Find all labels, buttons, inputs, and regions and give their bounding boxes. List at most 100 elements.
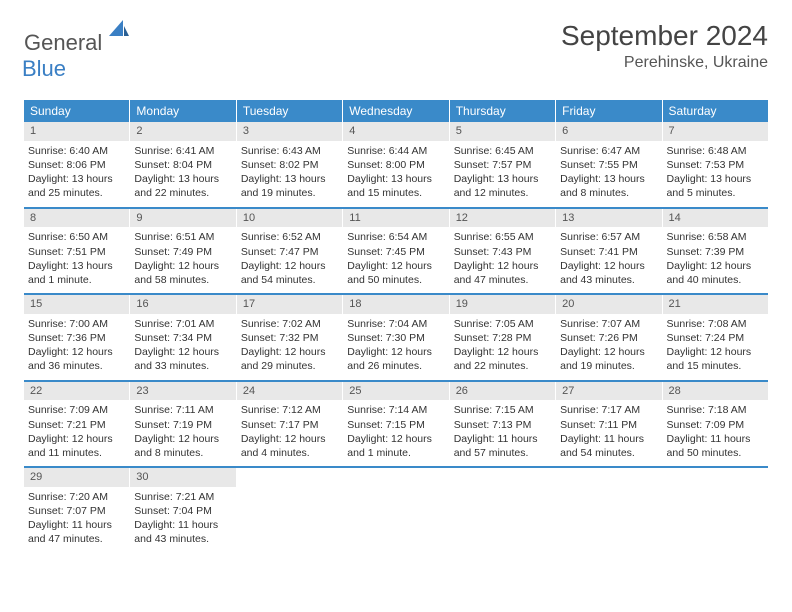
calendar-week-row: 22Sunrise: 7:09 AMSunset: 7:21 PMDayligh… bbox=[24, 382, 768, 469]
sunrise-text: Sunrise: 7:12 AM bbox=[241, 403, 338, 417]
day-number: 22 bbox=[24, 382, 129, 401]
sunrise-text: Sunrise: 7:07 AM bbox=[560, 317, 657, 331]
weekday-header: Wednesday bbox=[343, 100, 449, 122]
daylight-text: Daylight: 13 hours and 25 minutes. bbox=[28, 172, 125, 200]
day-body: Sunrise: 6:44 AMSunset: 8:00 PMDaylight:… bbox=[343, 141, 448, 207]
sunset-text: Sunset: 7:21 PM bbox=[28, 418, 125, 432]
logo-text-general: General bbox=[24, 30, 102, 55]
calendar-day-cell: 9Sunrise: 6:51 AMSunset: 7:49 PMDaylight… bbox=[130, 209, 236, 294]
calendar-day-cell: 23 Sunrise: 7:11 AMSunset: 7:19 PMDayligh… bbox=[130, 382, 236, 467]
sunrise-text: Sunrise: 7:00 AM bbox=[28, 317, 125, 331]
calendar-day-cell: 14Sunrise: 6:58 AMSunset: 7:39 PMDayligh… bbox=[663, 209, 768, 294]
day-number: 7 bbox=[663, 122, 768, 141]
calendar-day-cell: 21Sunrise: 7:08 AMSunset: 7:24 PMDayligh… bbox=[663, 295, 768, 380]
daylight-text: Daylight: 11 hours and 54 minutes. bbox=[560, 432, 657, 460]
calendar-day-cell: 25Sunrise: 7:14 AMSunset: 7:15 PMDayligh… bbox=[343, 382, 449, 467]
sunset-text: Sunset: 8:04 PM bbox=[134, 158, 231, 172]
calendar-week-row: 29Sunrise: 7:20 AMSunset: 7:07 PMDayligh… bbox=[24, 468, 768, 553]
weekday-header: Saturday bbox=[663, 100, 768, 122]
day-number: 12 bbox=[450, 209, 555, 228]
day-number: 15 bbox=[24, 295, 129, 314]
calendar-day-cell: 29Sunrise: 7:20 AMSunset: 7:07 PMDayligh… bbox=[24, 468, 130, 553]
calendar-day-cell: 28Sunrise: 7:18 AMSunset: 7:09 PMDayligh… bbox=[663, 382, 768, 467]
daylight-text: Daylight: 12 hours and 4 minutes. bbox=[241, 432, 338, 460]
day-body: Sunrise: 6:41 AMSunset: 8:04 PMDaylight:… bbox=[130, 141, 235, 207]
day-body: Sunrise: 7:05 AMSunset: 7:28 PMDaylight:… bbox=[450, 314, 555, 380]
daylight-text: Daylight: 12 hours and 11 minutes. bbox=[28, 432, 125, 460]
sunrise-text: Sunrise: 6:51 AM bbox=[134, 230, 231, 244]
calendar-day-cell: 19Sunrise: 7:05 AMSunset: 7:28 PMDayligh… bbox=[450, 295, 556, 380]
daylight-text: Daylight: 12 hours and 40 minutes. bbox=[667, 259, 764, 287]
sunset-text: Sunset: 7:19 PM bbox=[134, 418, 231, 432]
sunset-text: Sunset: 7:47 PM bbox=[241, 245, 338, 259]
calendar-day-cell: 13Sunrise: 6:57 AMSunset: 7:41 PMDayligh… bbox=[556, 209, 662, 294]
sunrise-text: Sunrise: 7:01 AM bbox=[134, 317, 231, 331]
day-number: 20 bbox=[556, 295, 661, 314]
day-number: 21 bbox=[663, 295, 768, 314]
daylight-text: Daylight: 13 hours and 22 minutes. bbox=[134, 172, 231, 200]
day-body: Sunrise: 6:40 AMSunset: 8:06 PMDaylight:… bbox=[24, 141, 129, 207]
calendar-day-cell: 10Sunrise: 6:52 AMSunset: 7:47 PMDayligh… bbox=[237, 209, 343, 294]
sunrise-text: Sunrise: 7:05 AM bbox=[454, 317, 551, 331]
daylight-text: Daylight: 11 hours and 57 minutes. bbox=[454, 432, 551, 460]
daylight-text: Daylight: 13 hours and 8 minutes. bbox=[560, 172, 657, 200]
daylight-text: Daylight: 12 hours and 22 minutes. bbox=[454, 345, 551, 373]
calendar-day-cell: 3Sunrise: 6:43 AMSunset: 8:02 PMDaylight… bbox=[237, 122, 343, 207]
sunrise-text: Sunrise: 7:04 AM bbox=[347, 317, 444, 331]
sunrise-text: Sunrise: 7:11 AM bbox=[134, 403, 231, 417]
calendar-day-cell: 26Sunrise: 7:15 AMSunset: 7:13 PMDayligh… bbox=[450, 382, 556, 467]
sunrise-text: Sunrise: 7:15 AM bbox=[454, 403, 551, 417]
page-header: General Blue September 2024 Perehinske, … bbox=[24, 20, 768, 82]
sunrise-text: Sunrise: 7:21 AM bbox=[134, 490, 231, 504]
daylight-text: Daylight: 12 hours and 8 minutes. bbox=[134, 432, 231, 460]
day-body: Sunrise: 7:14 AMSunset: 7:15 PMDaylight:… bbox=[343, 400, 448, 466]
day-number: 23 bbox=[130, 382, 235, 401]
daylight-text: Daylight: 13 hours and 15 minutes. bbox=[347, 172, 444, 200]
weekday-header: Tuesday bbox=[237, 100, 343, 122]
sunrise-text: Sunrise: 7:08 AM bbox=[667, 317, 764, 331]
sunset-text: Sunset: 7:28 PM bbox=[454, 331, 551, 345]
calendar-day-cell: 27Sunrise: 7:17 AMSunset: 7:11 PMDayligh… bbox=[556, 382, 662, 467]
day-number: 25 bbox=[343, 382, 448, 401]
day-number: 19 bbox=[450, 295, 555, 314]
sunrise-text: Sunrise: 6:57 AM bbox=[560, 230, 657, 244]
day-body: Sunrise: 6:57 AMSunset: 7:41 PMDaylight:… bbox=[556, 227, 661, 293]
sunset-text: Sunset: 7:15 PM bbox=[347, 418, 444, 432]
daylight-text: Daylight: 12 hours and 15 minutes. bbox=[667, 345, 764, 373]
day-body: Sunrise: 7:12 AMSunset: 7:17 PMDaylight:… bbox=[237, 400, 342, 466]
calendar-day-cell: 24Sunrise: 7:12 AMSunset: 7:17 PMDayligh… bbox=[237, 382, 343, 467]
sunrise-text: Sunrise: 6:40 AM bbox=[28, 144, 125, 158]
calendar-day-cell: 22Sunrise: 7:09 AMSunset: 7:21 PMDayligh… bbox=[24, 382, 130, 467]
weekday-header-row: SundayMondayTuesdayWednesdayThursdayFrid… bbox=[24, 100, 768, 122]
day-body: Sunrise: 7:01 AMSunset: 7:34 PMDaylight:… bbox=[130, 314, 235, 380]
sunrise-text: Sunrise: 6:48 AM bbox=[667, 144, 764, 158]
day-number: 30 bbox=[130, 468, 235, 487]
sunset-text: Sunset: 7:43 PM bbox=[454, 245, 551, 259]
day-number: 17 bbox=[237, 295, 342, 314]
daylight-text: Daylight: 12 hours and 47 minutes. bbox=[454, 259, 551, 287]
sunset-text: Sunset: 7:07 PM bbox=[28, 504, 125, 518]
day-number: 6 bbox=[556, 122, 661, 141]
sunrise-text: Sunrise: 7:18 AM bbox=[667, 403, 764, 417]
sunset-text: Sunset: 7:30 PM bbox=[347, 331, 444, 345]
calendar-day-cell: 16Sunrise: 7:01 AMSunset: 7:34 PMDayligh… bbox=[130, 295, 236, 380]
day-body: Sunrise: 6:58 AMSunset: 7:39 PMDaylight:… bbox=[663, 227, 768, 293]
day-body: Sunrise: 7:04 AMSunset: 7:30 PMDaylight:… bbox=[343, 314, 448, 380]
day-body: Sunrise: 6:54 AMSunset: 7:45 PMDaylight:… bbox=[343, 227, 448, 293]
day-body: Sunrise: 6:50 AMSunset: 7:51 PMDaylight:… bbox=[24, 227, 129, 293]
sunset-text: Sunset: 7:32 PM bbox=[241, 331, 338, 345]
calendar-day-cell: 8Sunrise: 6:50 AMSunset: 7:51 PMDaylight… bbox=[24, 209, 130, 294]
day-body: Sunrise: 7:21 AMSunset: 7:04 PMDaylight:… bbox=[130, 487, 235, 553]
day-number: 24 bbox=[237, 382, 342, 401]
day-number: 29 bbox=[24, 468, 129, 487]
sunset-text: Sunset: 7:49 PM bbox=[134, 245, 231, 259]
empty-cell bbox=[449, 468, 555, 553]
sunset-text: Sunset: 7:26 PM bbox=[560, 331, 657, 345]
day-number: 18 bbox=[343, 295, 448, 314]
sunrise-text: Sunrise: 6:54 AM bbox=[347, 230, 444, 244]
weekday-header: Monday bbox=[130, 100, 236, 122]
sunset-text: Sunset: 7:45 PM bbox=[347, 245, 444, 259]
sunrise-text: Sunrise: 6:41 AM bbox=[134, 144, 231, 158]
daylight-text: Daylight: 13 hours and 1 minute. bbox=[28, 259, 125, 287]
daylight-text: Daylight: 12 hours and 43 minutes. bbox=[560, 259, 657, 287]
